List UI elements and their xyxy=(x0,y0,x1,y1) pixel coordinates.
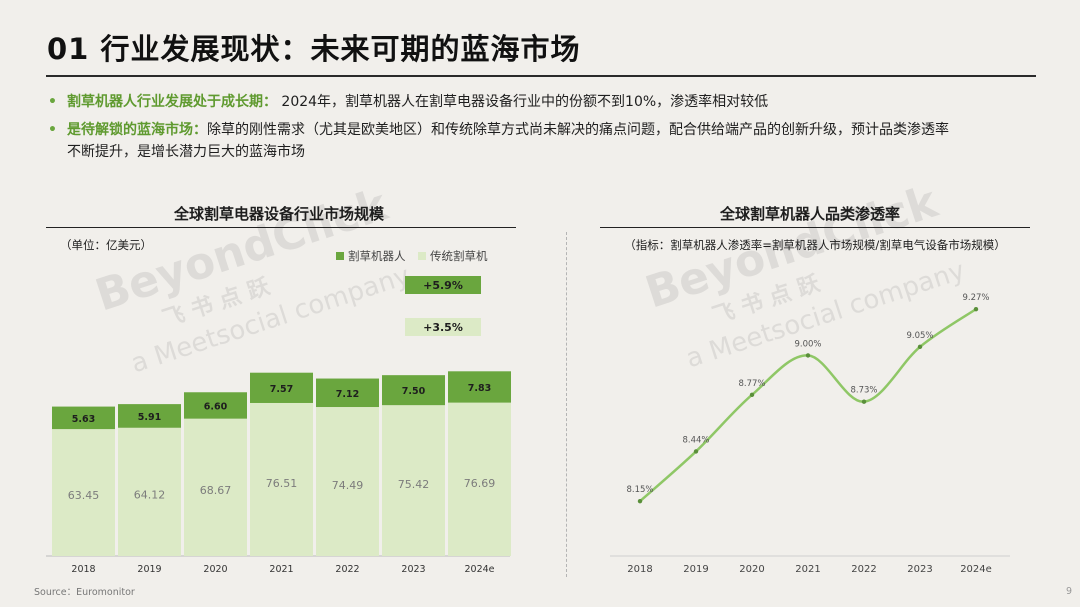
bar-traditional xyxy=(448,402,511,556)
page-title: 01 行业发展现状：未来可期的蓝海市场 xyxy=(47,32,581,66)
bullet-text: 除草的刚性需求（尤其是欧美地区）和传统除草方式尚未解决的痛点问题，配合供给端产品… xyxy=(206,122,949,138)
bar-chart: 5.63 63.45 2018 5.91 64.12 2019 6.60 68.67 2020 7… xyxy=(46,276,511,575)
traditional-value-label: 75.42 xyxy=(398,478,430,491)
robot-value-label: 7.57 xyxy=(270,384,293,395)
line-chart-title: 全球割草机器人品类渗透率 xyxy=(719,205,900,223)
traditional-value-label: 76.69 xyxy=(464,477,496,490)
x-tick-label: 2022 xyxy=(851,564,876,575)
data-point xyxy=(693,449,699,454)
data-point xyxy=(805,353,811,358)
source-note: Source：Euromonitor xyxy=(34,587,135,598)
robot-value-label: 7.83 xyxy=(468,383,491,394)
x-tick-label: 2021 xyxy=(269,564,293,575)
bullet-highlight: 是待解锁的蓝海市场： xyxy=(66,122,207,138)
bullet-blue-ocean: • 是待解锁的蓝海市场：除草的刚性需求（尤其是欧美地区）和传统除草方式尚未解决的痛… xyxy=(48,119,1028,163)
x-tick-label: 2020 xyxy=(739,564,764,575)
x-tick-label: 2019 xyxy=(137,564,161,575)
bar-traditional xyxy=(52,429,115,556)
data-label: 8.44% xyxy=(682,435,709,445)
legend-swatch-icon xyxy=(418,252,426,260)
data-label: 8.15% xyxy=(626,485,653,495)
bar-chart-title-rule xyxy=(46,227,516,228)
bar-traditional xyxy=(250,402,313,556)
data-label: 9.27% xyxy=(962,293,989,303)
x-tick-label: 2019 xyxy=(683,564,708,575)
x-tick-label: 2020 xyxy=(203,564,227,575)
title-divider xyxy=(46,75,1036,77)
robot-value-label: 7.50 xyxy=(402,386,426,397)
bullet-text: 2024年，割草机器人在割草电器设备行业中的份额不到10%，渗透率相对较低 xyxy=(281,94,769,110)
bar-traditional xyxy=(316,407,379,556)
bullet-dot-icon: • xyxy=(48,122,57,138)
robot-value-label: 5.63 xyxy=(72,414,95,425)
data-point xyxy=(637,498,643,504)
traditional-value-label: 63.45 xyxy=(68,489,100,502)
data-label: 8.73% xyxy=(850,386,877,396)
legend-swatch-icon xyxy=(336,252,344,260)
bullet-dot-icon: • xyxy=(48,94,57,110)
data-point xyxy=(917,344,923,350)
bar-chart-title: 全球割草电器设备行业市场规模 xyxy=(173,205,384,223)
legend-robot: 割草机器人 xyxy=(336,248,406,264)
robot-value-label: 7.12 xyxy=(336,389,359,400)
line-chart: 8.15% 2018 8.44% 2019 8.77% 2020 9.00% 2021 8.73… xyxy=(610,293,1010,575)
legend-label: 传统割草机 xyxy=(430,249,488,263)
bar-traditional xyxy=(118,427,181,556)
traditional-value-label: 76.51 xyxy=(266,477,298,490)
x-tick-label: 2021 xyxy=(795,564,820,575)
bar-robot xyxy=(52,406,115,430)
x-tick-label: 2023 xyxy=(401,564,425,575)
x-tick-label: 2023 xyxy=(907,564,932,575)
x-tick-label: 2024e xyxy=(464,564,494,575)
data-point xyxy=(861,399,867,404)
growth-box-traditional xyxy=(405,318,481,336)
data-point xyxy=(749,392,755,398)
line-chart-note: （指标：割草机器人渗透率=割草机器人市场规模/割草电气设备市场规模） xyxy=(624,238,1006,252)
x-tick-label: 2022 xyxy=(335,564,359,575)
x-tick-label: 2018 xyxy=(71,564,95,575)
chart-divider xyxy=(566,232,567,577)
bar-traditional xyxy=(184,418,247,556)
traditional-value-label: 68.67 xyxy=(200,484,232,497)
legend-traditional: 传统割草机 xyxy=(418,248,488,264)
line-chart-title-rule xyxy=(600,227,1030,228)
data-label: 9.00% xyxy=(794,339,821,349)
data-label: 8.77% xyxy=(738,379,765,389)
bullet-text-continued: 不断提升，是增长潜力巨大的蓝海市场 xyxy=(67,144,305,160)
data-label: 9.05% xyxy=(906,331,933,341)
bar-robot xyxy=(316,378,379,408)
bar-robot xyxy=(448,371,511,403)
robot-value-label: 6.60 xyxy=(204,401,228,412)
data-point xyxy=(973,306,979,312)
growth-label-robot: +5.9% xyxy=(423,279,463,292)
page-number: 9 xyxy=(1066,586,1073,597)
bar-robot xyxy=(118,404,181,428)
bar-traditional xyxy=(382,405,445,556)
bullet-growth-stage: • 割草机器人行业发展处于成长期： 2024年，割草机器人在割草电器设备行业中的份… xyxy=(48,91,768,113)
traditional-value-label: 74.49 xyxy=(332,479,364,492)
bar-robot xyxy=(250,372,313,403)
x-tick-label: 2024e xyxy=(960,564,992,575)
bullet-highlight: 割草机器人行业发展处于成长期： xyxy=(66,94,277,110)
legend-label: 割草机器人 xyxy=(348,249,406,263)
traditional-value-label: 64.12 xyxy=(134,488,166,501)
unit-label: （单位：亿美元） xyxy=(60,238,152,252)
growth-box-robot xyxy=(405,276,481,294)
bar-robot xyxy=(184,392,247,419)
x-tick-label: 2018 xyxy=(627,564,652,575)
bar-robot xyxy=(382,375,445,406)
growth-label-traditional: +3.5% xyxy=(423,321,463,334)
robot-value-label: 5.91 xyxy=(138,412,161,423)
